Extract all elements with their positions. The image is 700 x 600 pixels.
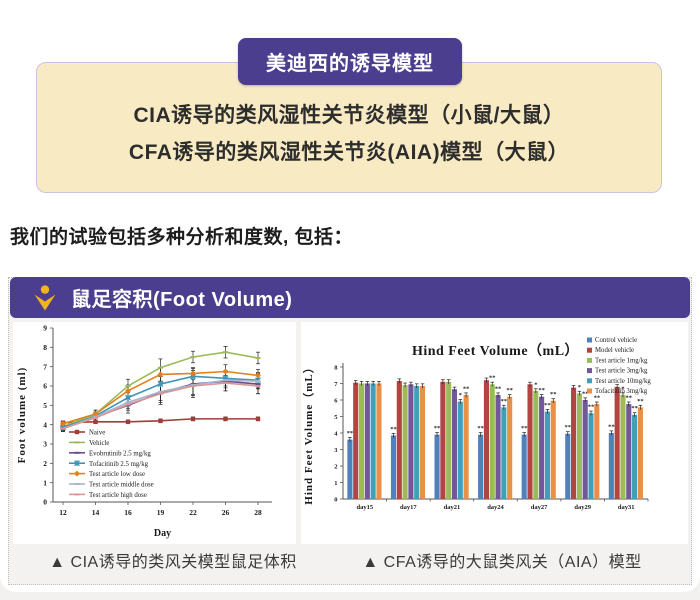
charts-row: 0 1 2 3 4 5 6 7 8 9 12 14 16 19 22 26 28 Day Foot volume (… xyxy=(13,322,688,544)
svg-text:Test article 10mg/kg: Test article 10mg/kg xyxy=(595,378,651,385)
foot-volume-panel: 鼠足容积(Foot Volume) 0 1 2 3 4 5 6 7 8 9 12 14 16 19 22 26… xyxy=(8,277,692,585)
svg-text:Hind Feet Volume（mL）: Hind Feet Volume（mL） xyxy=(302,361,315,504)
svg-text:Control vehicle: Control vehicle xyxy=(595,337,637,344)
svg-text:**: ** xyxy=(434,425,441,432)
panel-title: 鼠足容积(Foot Volume) xyxy=(71,289,293,311)
svg-text:Test article high dose: Test article high dose xyxy=(89,492,147,499)
svg-text:**: ** xyxy=(544,402,551,409)
svg-text:4: 4 xyxy=(43,420,47,429)
svg-text:Tofacitinib 2.5 mg/kg: Tofacitinib 2.5 mg/kg xyxy=(89,461,149,468)
svg-text:4: 4 xyxy=(334,430,338,437)
svg-text:0: 0 xyxy=(43,498,47,507)
svg-text:Foot volume (ml): Foot volume (ml) xyxy=(16,367,28,464)
svg-text:Hind Feet Volume（mL）: Hind Feet Volume（mL） xyxy=(412,343,579,359)
svg-text:**: ** xyxy=(538,387,545,394)
svg-text:*: * xyxy=(621,385,624,392)
svg-text:*: * xyxy=(578,384,581,391)
svg-text:28: 28 xyxy=(254,508,262,517)
svg-text:8: 8 xyxy=(43,343,47,352)
svg-text:Day: Day xyxy=(154,528,171,539)
svg-text:Test article middle dose: Test article middle dose xyxy=(89,482,154,489)
svg-text:**: ** xyxy=(501,398,508,405)
svg-text:Test article low dose: Test article low dose xyxy=(89,471,145,478)
svg-text:day29: day29 xyxy=(574,504,591,511)
svg-text:3: 3 xyxy=(334,447,338,454)
svg-text:Evobrutinib 2.5 mg/kg: Evobrutinib 2.5 mg/kg xyxy=(89,450,151,457)
svg-text:**: ** xyxy=(631,405,638,412)
svg-text:Naive: Naive xyxy=(89,430,105,437)
svg-text:8: 8 xyxy=(334,364,338,371)
svg-text:5: 5 xyxy=(43,401,47,410)
svg-text:3: 3 xyxy=(43,440,47,449)
svg-text:**: ** xyxy=(477,425,484,432)
svg-text:day17: day17 xyxy=(400,504,417,511)
svg-text:1: 1 xyxy=(43,478,47,487)
svg-text:Test article 1mg/kg: Test article 1mg/kg xyxy=(595,357,648,364)
svg-text:**: ** xyxy=(347,430,354,437)
svg-text:*: * xyxy=(459,392,462,399)
svg-text:2: 2 xyxy=(43,459,47,468)
svg-text:*: * xyxy=(534,381,537,388)
svg-text:**: ** xyxy=(506,387,513,394)
caption-cia: ▲ CIA诱导的类风关模型鼠足体积 xyxy=(49,554,297,571)
svg-text:6: 6 xyxy=(43,382,47,391)
svg-text:Tofacitinib 3mg/kg: Tofacitinib 3mg/kg xyxy=(595,388,648,395)
svg-text:**: ** xyxy=(495,385,502,392)
svg-text:5: 5 xyxy=(334,414,338,421)
svg-text:Model vehicle: Model vehicle xyxy=(595,347,634,354)
cia-line-chart: 0 1 2 3 4 5 6 7 8 9 12 14 16 19 22 26 28 Day Foot volume (… xyxy=(13,322,296,544)
panel-header: 鼠足容积(Foot Volume) xyxy=(10,277,690,318)
svg-text:16: 16 xyxy=(124,508,132,517)
svg-text:**: ** xyxy=(626,394,633,401)
card-badge: 美迪西的诱导模型 xyxy=(238,38,462,85)
svg-text:Vehicle: Vehicle xyxy=(89,440,109,447)
svg-text:**: ** xyxy=(390,426,397,433)
svg-text:**: ** xyxy=(521,425,528,432)
svg-text:6: 6 xyxy=(334,397,338,404)
svg-text:22: 22 xyxy=(189,508,197,517)
svg-text:**: ** xyxy=(565,424,572,431)
svg-text:day24: day24 xyxy=(487,504,504,511)
cfa-model-line: CFA诱导的类风湿性关节炎(AIA)模型（大鼠） xyxy=(128,141,570,164)
svg-text:day27: day27 xyxy=(531,504,548,511)
svg-text:7: 7 xyxy=(43,362,47,371)
svg-text:day21: day21 xyxy=(444,504,461,511)
svg-text:26: 26 xyxy=(222,508,230,517)
svg-text:**: ** xyxy=(594,394,601,401)
lead-text: 我们的试验包括多种分析和度数, 包括： xyxy=(10,227,354,248)
svg-text:**: ** xyxy=(588,404,595,411)
svg-text:Test article 3mg/kg: Test article 3mg/kg xyxy=(595,368,648,375)
svg-text:**: ** xyxy=(489,375,496,382)
svg-text:0: 0 xyxy=(334,496,337,503)
svg-text:**: ** xyxy=(637,398,644,405)
svg-text:**: ** xyxy=(463,385,470,392)
person-check-icon xyxy=(34,284,56,310)
svg-text:19: 19 xyxy=(157,508,165,517)
svg-text:12: 12 xyxy=(59,508,67,517)
svg-text:day31: day31 xyxy=(618,504,635,511)
svg-text:day15: day15 xyxy=(356,504,373,511)
svg-text:1: 1 xyxy=(334,480,337,487)
svg-text:2: 2 xyxy=(334,463,337,470)
svg-text:**: ** xyxy=(550,391,557,398)
svg-text:**: ** xyxy=(582,390,589,397)
svg-text:**: ** xyxy=(608,423,615,430)
cfa-bar-chart: 0 1 2 3 4 5 6 7 8 ** day15 ** day17 ** * ** day21 ** ** ** *… xyxy=(301,322,688,544)
svg-text:7: 7 xyxy=(334,381,338,388)
svg-text:14: 14 xyxy=(92,508,100,517)
captions-row: ▲ CIA诱导的类风关模型鼠足体积 ▲ CFA诱导的大鼠类风关（AIA）模型 xyxy=(9,548,691,572)
svg-text:9: 9 xyxy=(43,324,47,333)
cia-model-line: CIA诱导的类风湿性关节炎模型（小鼠/大鼠） xyxy=(133,104,565,127)
caption-cfa: ▲ CFA诱导的大鼠类风关（AIA）模型 xyxy=(362,554,642,571)
